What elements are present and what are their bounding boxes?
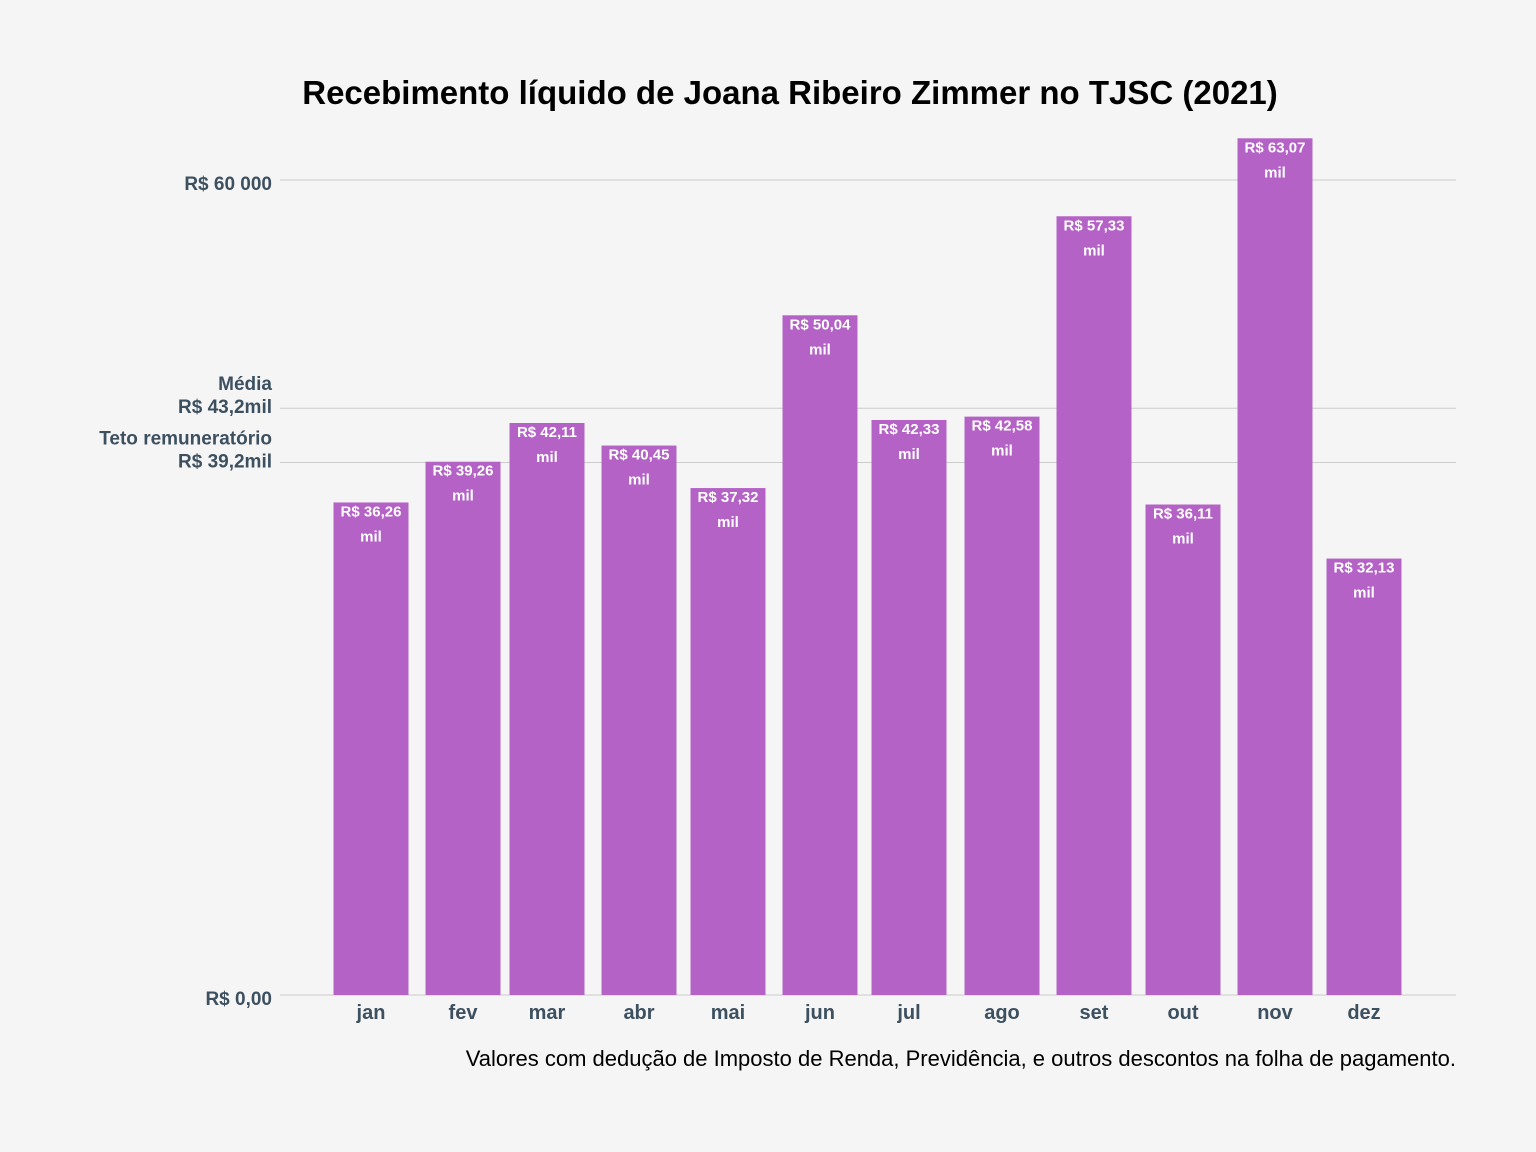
y-tick-label: R$ 0,00 [205,989,272,1010]
bar-value-unit-label: mil [628,472,650,489]
bar-value-label: R$ 40,45 [609,447,670,464]
bar-value-unit-label: mil [536,449,558,466]
x-tick-label-ago: ago [984,1002,1020,1024]
bar-value-unit-label: mil [1083,242,1105,259]
bar-fev [425,461,501,995]
chart-title: Recebimento líquido de Joana Ribeiro Zim… [302,74,1278,111]
bar-value-label: R$ 57,33 [1064,217,1125,234]
bar-value-unit-label: mil [1353,585,1375,602]
bar-value-unit-label: mil [991,443,1013,460]
bar-nov [1237,138,1313,995]
bar-dez [1326,558,1402,995]
bar-mar [509,423,585,995]
x-tick-label-jan: jan [356,1002,386,1024]
y-tick-label: R$ 60 000 [184,174,272,195]
bar-jan [333,502,409,995]
y-tick-label: R$ 39,2mil [178,452,272,473]
x-tick-label-jun: jun [804,1002,835,1024]
bar-value-label: R$ 37,32 [698,489,759,506]
x-tick-label-mai: mai [711,1002,745,1024]
bar-value-label: R$ 39,26 [433,463,494,480]
bar-value-unit-label: mil [717,514,739,531]
y-tick-label: R$ 43,2mil [178,397,272,418]
x-tick-label-dez: dez [1347,1002,1380,1024]
bar-value-unit-label: mil [809,341,831,358]
x-axis-labels: jan fev mar abr mai jun jul ago set out nov dez [356,1002,1381,1024]
x-tick-label-out: out [1167,1002,1198,1024]
bar-set [1056,216,1132,995]
x-tick-label-nov: nov [1257,1002,1293,1024]
y-tick-label: Média [218,374,272,395]
bar-value-label: R$ 32,13 [1334,560,1395,577]
bar-value-label: R$ 50,04 [790,316,852,333]
bar-out [1145,504,1221,995]
bar-value-unit-label: mil [1264,164,1286,181]
bar-abr [601,445,677,995]
bar-value-label: R$ 63,07 [1245,139,1306,156]
bar-value-label: R$ 42,11 [517,424,577,441]
x-tick-label-set: set [1080,1002,1109,1024]
x-tick-label-abr: abr [623,1002,654,1024]
bars: R$ 36,26 mil R$ 39,26 mil R$ 42,11 mil R$ 40,4… [333,138,1402,996]
x-tick-label-mar: mar [529,1002,566,1024]
bar-value-label: R$ 42,58 [972,418,1033,435]
chart-caption: Valores com dedução de Imposto de Renda,… [465,1046,1456,1071]
bar-value-unit-label: mil [360,528,382,545]
y-tick-label: Teto remuneratório [99,429,272,450]
bar-value-unit-label: mil [1172,531,1194,548]
bar-value-label: R$ 36,26 [341,503,402,520]
bar-value-unit-label: mil [452,488,474,505]
bar-value-label: R$ 42,33 [879,421,940,438]
bar-ago [964,416,1040,995]
bar-mai [690,488,766,995]
bar-jun [782,315,858,995]
bar-jul [871,420,947,996]
bar-value-label: R$ 36,11 [1153,506,1213,523]
x-tick-label-fev: fev [449,1002,479,1024]
bar-value-unit-label: mil [898,446,920,463]
x-tick-label-jul: jul [896,1002,920,1024]
